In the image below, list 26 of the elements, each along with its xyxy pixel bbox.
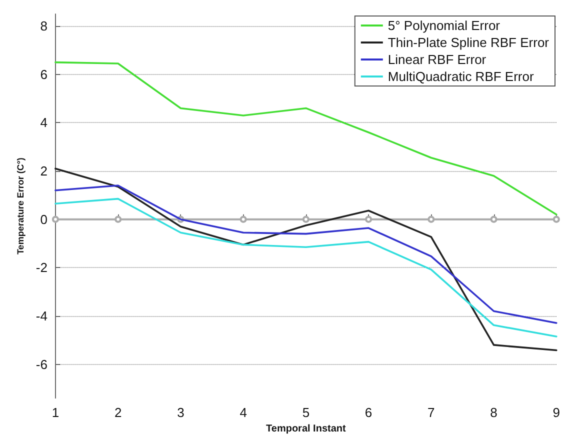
x-axis-title: Temporal Instant — [266, 424, 346, 434]
y-tick-label: 2 — [40, 164, 48, 179]
line-series — [54, 184, 558, 324]
line-series — [54, 198, 558, 338]
x-tick-label: 5 — [302, 405, 310, 420]
x-tick-label: 4 — [240, 405, 247, 420]
legend-label: Thin-Plate Spline RBF Error — [388, 35, 550, 50]
y-tick-label: 8 — [40, 18, 48, 34]
y-tick-label: -2 — [36, 260, 48, 276]
legend-label: MultiQuadratic RBF Error — [388, 69, 534, 84]
x-tick-label: 1 — [52, 405, 60, 420]
y-axis-title: Temperature Error (C°) — [16, 158, 26, 255]
x-tick-label: 3 — [177, 405, 184, 420]
x-tick-label: 6 — [364, 405, 372, 420]
x-tick-label: 2 — [114, 405, 122, 420]
x-tick-label: 8 — [490, 405, 498, 420]
legend-label: Linear RBF Error — [388, 52, 487, 67]
line-series — [54, 168, 558, 352]
x-tick-label: 9 — [552, 405, 560, 420]
x-tick-label: 7 — [428, 405, 435, 420]
y-tick-label: -6 — [36, 356, 48, 372]
legend-label: 5° Polynomial Error — [388, 18, 501, 33]
y-tick-label: -4 — [36, 308, 48, 324]
y-tick-label: 4 — [40, 115, 48, 130]
y-tick-label: 0 — [40, 212, 48, 227]
y-tick-label: 6 — [40, 66, 48, 82]
